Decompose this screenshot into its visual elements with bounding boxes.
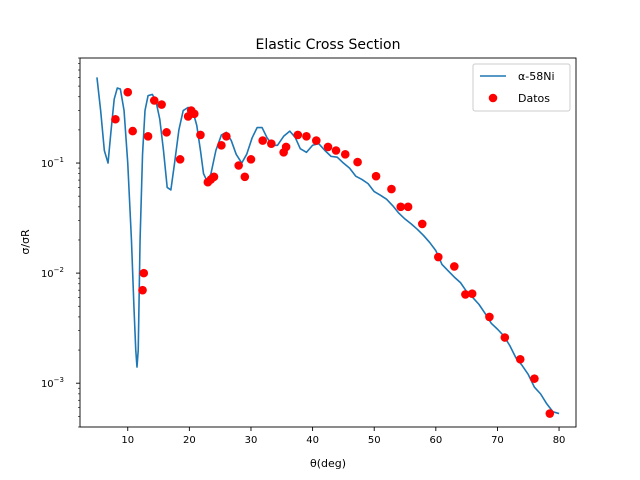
x-tick-label: 20 (183, 435, 196, 446)
data-point (267, 139, 276, 148)
data-point (293, 130, 303, 140)
data-point (545, 409, 555, 418)
data-point (500, 333, 510, 342)
data-point (461, 290, 470, 299)
data-point (157, 100, 166, 109)
data-point (175, 155, 185, 164)
data-point (240, 172, 250, 182)
data-point (353, 157, 362, 167)
x-axis: 10 20 30 40 50 60 70 80 (121, 427, 565, 446)
data-point (340, 150, 350, 159)
data-point (162, 128, 171, 137)
y-axis: 10−3 10−2 10−1 (41, 57, 80, 428)
data-point (246, 155, 256, 164)
data-point (417, 219, 427, 229)
data-point (138, 285, 147, 295)
data-point (450, 262, 459, 271)
y-tick-label: 10−3 (41, 376, 64, 390)
chart-title: Elastic Cross Section (256, 37, 401, 53)
y-tick-label: 10−1 (41, 156, 64, 170)
x-tick-label: 10 (121, 435, 134, 446)
data-point (467, 289, 477, 299)
plot-area (79, 57, 577, 428)
x-tick-label: 50 (368, 435, 381, 446)
data-point (311, 136, 321, 145)
data-point (128, 126, 137, 136)
data-point (209, 172, 219, 182)
data-point (515, 354, 525, 364)
legend-label: α-58Ni (518, 70, 555, 83)
x-tick-label: 70 (491, 435, 504, 446)
data-point (371, 171, 381, 181)
data-point (149, 96, 159, 105)
plot-frame (79, 57, 577, 428)
data-point (323, 142, 333, 152)
data-point (111, 114, 120, 124)
data-point (258, 136, 267, 145)
data-point (331, 146, 341, 155)
x-tick-label: 60 (429, 435, 442, 446)
data-point (190, 109, 199, 119)
legend: α-58Ni Datos (472, 63, 571, 112)
y-axis-label: σ/σR (19, 229, 32, 255)
data-point (433, 252, 443, 262)
data-point (387, 184, 396, 194)
data-point (485, 312, 494, 322)
data-point (123, 87, 133, 97)
data-point (530, 374, 539, 383)
legend-marker-swatch (488, 93, 498, 103)
data-point (403, 202, 413, 212)
x-tick-label: 30 (245, 435, 258, 446)
x-tick-label: 80 (553, 435, 566, 446)
data-point (302, 131, 311, 141)
data-point (234, 161, 243, 170)
x-tick-label: 40 (306, 435, 319, 446)
data-point (196, 130, 205, 140)
data-point (139, 268, 149, 278)
data-point (281, 142, 291, 152)
x-axis-label: θ(deg) (310, 457, 346, 470)
legend-label: Datos (518, 92, 550, 105)
data-point (217, 140, 226, 150)
data-point (143, 131, 153, 141)
data-point (396, 202, 406, 212)
y-tick-label: 10−2 (41, 266, 64, 280)
data-point (222, 131, 231, 141)
